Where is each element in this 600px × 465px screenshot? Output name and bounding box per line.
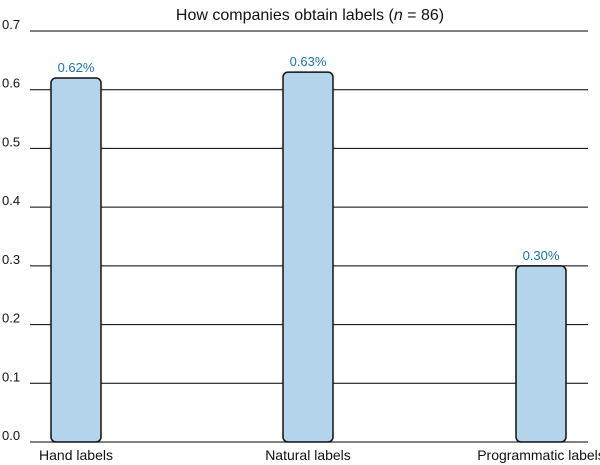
category-label: Programmatic labels — [477, 447, 600, 463]
y-tick-label: 0.3 — [2, 252, 20, 267]
category-label: Natural labels — [265, 447, 351, 463]
category-label: Hand labels — [39, 447, 113, 463]
bars — [50, 71, 567, 443]
data-labels: 0.62% 0.63% 0.30% — [58, 54, 560, 263]
y-tick-label: 0.5 — [2, 134, 20, 149]
y-tick-label: 0.7 — [2, 17, 20, 32]
y-tick-label: 0.6 — [2, 76, 20, 91]
y-tick-label: 0.2 — [2, 311, 20, 326]
y-tick-label: 0.4 — [2, 193, 20, 208]
x-axis-categories: Hand labels Natural labels Programmatic la… — [39, 447, 600, 463]
bar — [515, 265, 567, 443]
data-label: 0.62% — [58, 60, 95, 75]
y-axis-ticks: 0.0 0.1 0.2 0.3 0.4 0.5 0.6 0.7 — [2, 17, 20, 443]
chart-title: How companies obtain labels (n = 86) — [176, 7, 444, 24]
data-label: 0.63% — [290, 54, 327, 69]
bar — [50, 77, 102, 443]
y-tick-label: 0.0 — [2, 428, 20, 443]
y-tick-label: 0.1 — [2, 369, 20, 384]
data-label: 0.30% — [523, 248, 560, 263]
bar — [282, 71, 334, 443]
